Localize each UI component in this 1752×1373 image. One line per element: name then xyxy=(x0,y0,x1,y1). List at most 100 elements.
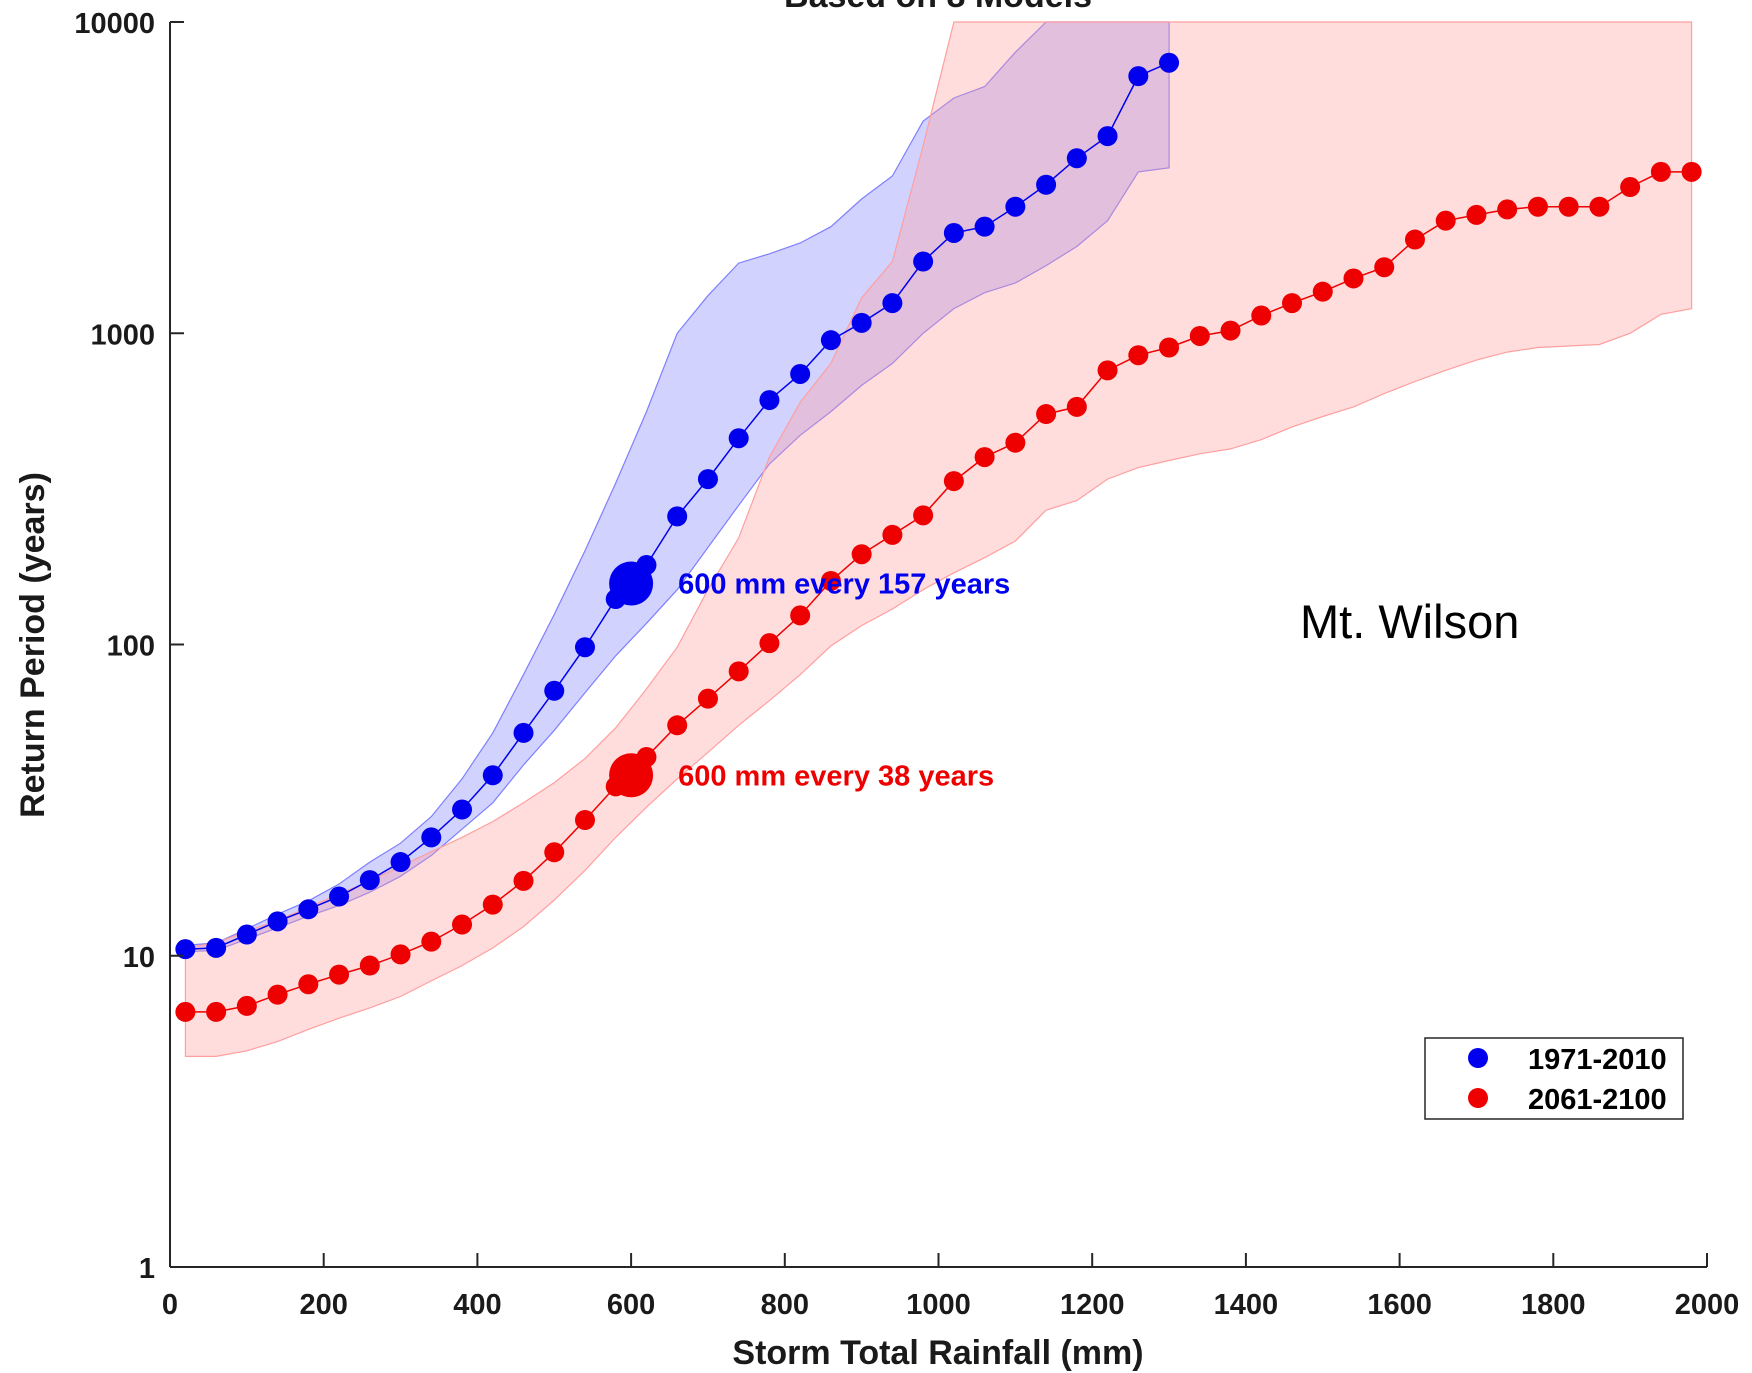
point-2061-2100-1060 xyxy=(974,447,995,468)
point-2061-2100-140 xyxy=(267,984,288,1005)
highlight-marker-2061-2100 xyxy=(609,753,654,798)
point-2061-2100-1620 xyxy=(1404,229,1425,250)
point-1971-2010-460 xyxy=(513,722,534,743)
point-1971-2010-540 xyxy=(574,637,595,658)
point-2061-2100-540 xyxy=(574,809,595,830)
point-2061-2100-1740 xyxy=(1497,199,1518,220)
point-2061-2100-1660 xyxy=(1435,210,1456,231)
y-tick-label-100: 100 xyxy=(107,631,155,663)
point-2061-2100-340 xyxy=(421,931,442,952)
point-2061-2100-1300 xyxy=(1159,337,1180,358)
point-2061-2100-780 xyxy=(759,633,780,654)
point-2061-2100-860 xyxy=(820,570,841,591)
point-1971-2010-1180 xyxy=(1066,148,1087,169)
point-1971-2010-1140 xyxy=(1036,174,1057,195)
point-2061-2100-380 xyxy=(452,914,473,935)
point-1971-2010-420 xyxy=(482,765,503,786)
point-2061-2100-1220 xyxy=(1097,360,1118,381)
x-tick-label-1000: 1000 xyxy=(906,1289,971,1321)
x-tick-label-0: 0 xyxy=(162,1289,178,1321)
point-1971-2010-100 xyxy=(236,924,257,945)
point-1971-2010-940 xyxy=(882,293,903,314)
point-2061-2100-1180 xyxy=(1066,396,1087,417)
point-2061-2100-460 xyxy=(513,870,534,891)
point-1971-2010-980 xyxy=(913,251,934,272)
point-1971-2010-220 xyxy=(329,886,350,907)
point-2061-2100-1540 xyxy=(1343,268,1364,289)
point-2061-2100-1260 xyxy=(1128,345,1149,366)
point-2061-2100-20 xyxy=(175,1001,196,1022)
point-2061-2100-1580 xyxy=(1374,257,1395,278)
point-2061-2100-60 xyxy=(206,1001,227,1022)
point-2061-2100-1380 xyxy=(1220,320,1241,341)
point-2061-2100-1980 xyxy=(1681,161,1702,182)
x-tick-label-600: 600 xyxy=(607,1289,655,1321)
point-2061-2100-1700 xyxy=(1466,204,1487,225)
point-2061-2100-1340 xyxy=(1189,325,1210,346)
point-2061-2100-820 xyxy=(790,605,811,626)
point-2061-2100-1860 xyxy=(1589,196,1610,217)
point-1971-2010-820 xyxy=(790,363,811,384)
point-2061-2100-900 xyxy=(851,544,872,565)
point-1971-2010-1060 xyxy=(974,216,995,237)
point-1971-2010-380 xyxy=(452,799,473,820)
point-1971-2010-740 xyxy=(728,428,749,449)
chart-title: Based on 8 Models xyxy=(784,0,1092,15)
point-2061-2100-660 xyxy=(667,715,688,736)
legend-label-2061-2100: 2061-2100 xyxy=(1528,1084,1667,1116)
point-2061-2100-300 xyxy=(390,944,411,965)
point-2061-2100-940 xyxy=(882,524,903,545)
point-2061-2100-1140 xyxy=(1036,404,1057,425)
point-1971-2010-780 xyxy=(759,390,780,411)
x-tick-label-200: 200 xyxy=(300,1289,348,1321)
point-1971-2010-860 xyxy=(820,330,841,351)
point-2061-2100-220 xyxy=(329,964,350,985)
point-2061-2100-1420 xyxy=(1251,305,1272,326)
point-2061-2100-180 xyxy=(298,974,319,995)
point-2061-2100-1820 xyxy=(1558,196,1579,217)
point-2061-2100-100 xyxy=(236,995,257,1016)
x-tick-label-2000: 2000 xyxy=(1675,1289,1740,1321)
point-1971-2010-1260 xyxy=(1128,66,1149,87)
highlight-marker-1971-2010 xyxy=(609,561,654,606)
legend-box xyxy=(1424,1037,1684,1120)
point-2061-2100-500 xyxy=(544,842,565,863)
point-1971-2010-900 xyxy=(851,312,872,333)
point-2061-2100-260 xyxy=(359,955,380,976)
point-2061-2100-980 xyxy=(913,505,934,526)
legend-marker-2061-2100 xyxy=(1468,1088,1488,1108)
point-1971-2010-1300 xyxy=(1159,52,1180,73)
x-tick-label-800: 800 xyxy=(761,1289,809,1321)
legend: 1971-2010 2061-2100 xyxy=(1424,1037,1684,1120)
legend-marker-1971-2010 xyxy=(1468,1048,1488,1068)
point-1971-2010-180 xyxy=(298,899,319,920)
point-1971-2010-1020 xyxy=(943,222,964,243)
x-tick-label-1200: 1200 xyxy=(1060,1289,1125,1321)
y-tick-label-10000: 10000 xyxy=(74,8,155,40)
point-2061-2100-1780 xyxy=(1527,196,1548,217)
point-1971-2010-1100 xyxy=(1005,196,1026,217)
point-2061-2100-1020 xyxy=(943,471,964,492)
point-2061-2100-1900 xyxy=(1620,177,1641,198)
legend-label-1971-2010: 1971-2010 xyxy=(1528,1044,1667,1076)
x-tick-label-400: 400 xyxy=(453,1289,501,1321)
site-label: Mt. Wilson xyxy=(1300,595,1519,648)
band-2061-2100 xyxy=(184,21,1693,1057)
x-tick-label-1600: 1600 xyxy=(1367,1289,1432,1321)
highlight-label-2061-2100: 600 mm every 38 years xyxy=(678,760,994,792)
point-2061-2100-1500 xyxy=(1312,281,1333,302)
point-1971-2010-700 xyxy=(697,469,718,490)
x-tick-label-1800: 1800 xyxy=(1521,1289,1586,1321)
point-1971-2010-140 xyxy=(267,911,288,932)
point-2061-2100-740 xyxy=(728,661,749,682)
point-1971-2010-660 xyxy=(667,506,688,527)
point-2061-2100-1460 xyxy=(1282,293,1303,314)
point-2061-2100-1940 xyxy=(1650,161,1671,182)
x-axis-title: Storm Total Rainfall (mm) xyxy=(732,1334,1143,1372)
point-2061-2100-700 xyxy=(697,688,718,709)
point-1971-2010-20 xyxy=(175,939,196,960)
y-tick-label-1: 1 xyxy=(139,1253,155,1285)
point-1971-2010-260 xyxy=(359,870,380,891)
point-1971-2010-340 xyxy=(421,827,442,848)
